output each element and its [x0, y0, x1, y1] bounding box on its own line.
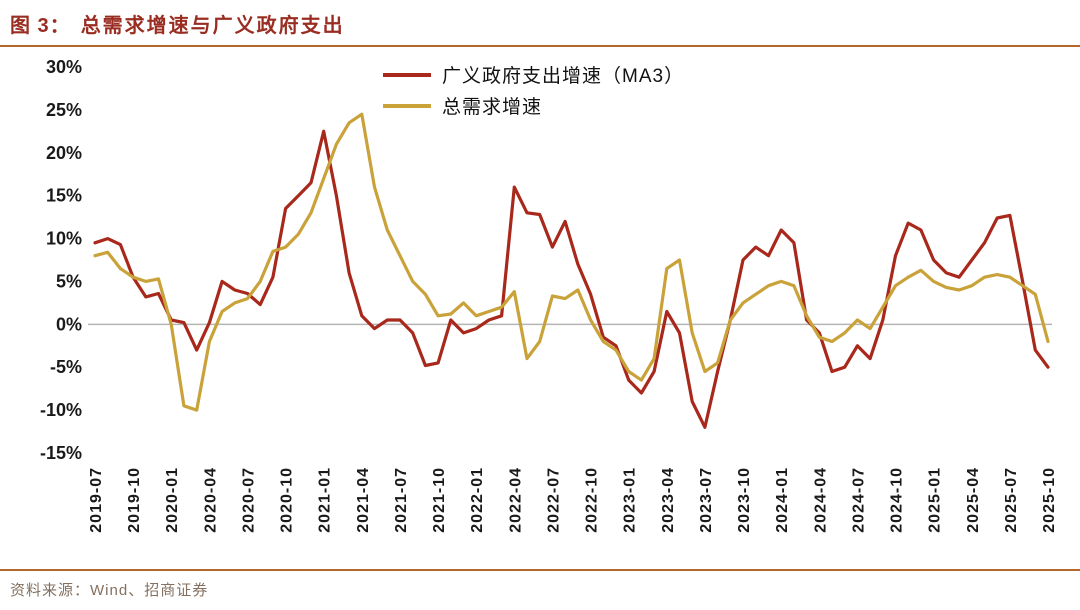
x-axis-tick-label: 2019-07	[88, 467, 105, 533]
x-axis-tick-label: 2024-04	[812, 467, 829, 533]
series-line-total-demand	[93, 112, 1050, 412]
line-chart: 30% 25% 20% 15% 10% 5% 0% -5% -10% -15% 2019-07 201…	[40, 57, 1058, 533]
x-axis-tick-label: 2025-04	[965, 467, 982, 533]
x-axis-tick-label: 2023-01	[622, 467, 639, 533]
y-axis-tick-label: -10%	[40, 400, 82, 420]
x-axis-tick-label: 2022-04	[507, 467, 524, 533]
x-axis-tick-label: 2025-10	[1041, 467, 1058, 533]
chart-area: 30% 25% 20% 15% 10% 5% 0% -5% -10% -15% 2019-07 201…	[0, 47, 1080, 563]
legend-marker-total-demand	[383, 103, 431, 108]
source-value: Wind、招商证券	[90, 582, 209, 599]
x-axis-tick-label: 2020-10	[279, 467, 296, 533]
y-axis-tick-label: 10%	[46, 229, 82, 249]
y-axis-tick-label: 25%	[46, 100, 82, 120]
figure-number: 图 3：	[10, 15, 71, 37]
y-axis-tick-label: -15%	[40, 443, 82, 463]
y-axis-tick-label: 0%	[56, 314, 82, 334]
x-axis-tick-label: 2020-04	[202, 467, 219, 533]
x-axis-tick-label: 2020-01	[164, 467, 181, 533]
x-axis-tick-label: 2021-07	[393, 467, 410, 533]
y-axis-tick-label: -5%	[50, 357, 82, 377]
x-axis-tick-label: 2019-10	[126, 467, 143, 533]
x-axis-tick-label: 2021-10	[431, 467, 448, 533]
x-axis-tick-label: 2022-10	[584, 467, 601, 533]
x-axis-tick-label: 2025-07	[1003, 467, 1020, 533]
figure-header: 图 3： 总需求增速与广义政府支出	[0, 0, 1080, 47]
x-axis-tick-label: 2022-01	[469, 467, 486, 533]
x-axis-tick-label: 2023-10	[736, 467, 753, 533]
x-axis-tick-label: 2021-04	[355, 467, 372, 533]
x-axis-tick-label: 2024-07	[850, 467, 867, 533]
legend-label-total-demand: 总需求增速	[442, 97, 543, 118]
legend-item-total-demand: 总需求增速	[383, 90, 684, 121]
x-axis-tick-label: 2024-01	[774, 467, 791, 533]
series-line-gov-spending-ma3	[93, 129, 1050, 429]
legend-item-gov-spending: 广义政府支出增速（MA3）	[383, 59, 684, 90]
x-axis-tick-label: 2023-07	[698, 467, 715, 533]
y-axis-tick-label: 30%	[46, 57, 82, 77]
x-axis-tick-label: 2023-04	[660, 467, 677, 533]
figure-title: 总需求增速与广义政府支出	[80, 15, 345, 37]
source-label: 资料来源：	[10, 582, 91, 599]
legend-marker-gov-spending	[383, 72, 431, 77]
y-axis-tick-label: 5%	[56, 271, 82, 291]
x-axis-tick-label: 2025-01	[927, 467, 944, 533]
x-axis-tick-label: 2024-10	[889, 467, 906, 533]
x-axis-tick-label: 2021-01	[317, 467, 334, 533]
source-text: 资料来源：Wind、招商证券	[10, 582, 208, 599]
x-axis-tick-label: 2022-07	[545, 467, 562, 533]
x-axis-tick-label: 2020-07	[240, 467, 257, 533]
legend-label-gov-spending: 广义政府支出增速（MA3）	[442, 66, 685, 87]
y-axis-tick-label: 20%	[46, 143, 82, 163]
chart-legend: 广义政府支出增速（MA3） 总需求增速	[383, 59, 684, 121]
figure-footer: 资料来源：Wind、招商证券	[0, 569, 1080, 610]
y-axis-tick-label: 15%	[46, 186, 82, 206]
